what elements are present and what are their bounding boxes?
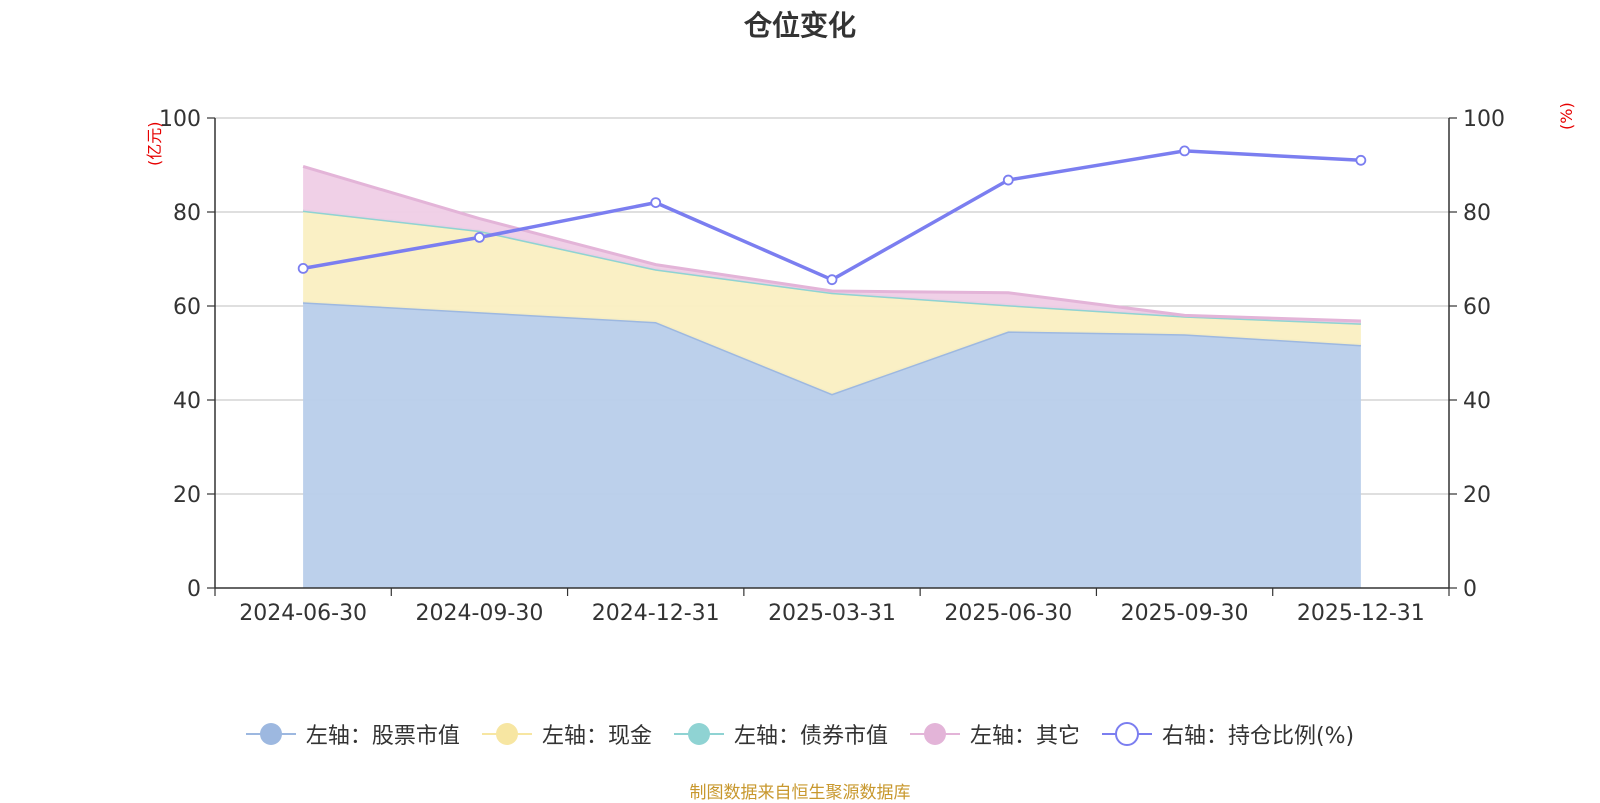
- area-series-edge-3: [302, 164, 1361, 323]
- legend-item[interactable]: 左轴：其它: [909, 718, 1080, 750]
- ratio-point: [826, 274, 838, 286]
- x-axis-tick-label: 2024-09-30: [415, 601, 543, 626]
- ratio-point: [1002, 174, 1014, 186]
- legend-label: 左轴：现金: [541, 724, 652, 749]
- legend-label: 左轴：股票市值: [305, 724, 460, 749]
- x-axis-tick-label: 2025-12-31: [1297, 601, 1425, 626]
- right-axis-tick-label: 40: [1463, 389, 1491, 414]
- legend-label: 右轴：持仓比例(%): [1161, 724, 1355, 749]
- x-axis-tick-label: 2025-06-30: [944, 601, 1072, 626]
- right-axis-unit: (%): [1557, 102, 1576, 130]
- left-axis-tick-label: 0: [187, 577, 201, 602]
- right-axis-tick-label: 60: [1463, 295, 1491, 320]
- x-axis-tick-label: 2025-09-30: [1121, 601, 1249, 626]
- legend-label: 左轴：其它: [969, 724, 1080, 749]
- legend-label: 左轴：债券市值: [733, 724, 888, 749]
- chart-title: 仓位变化: [743, 9, 856, 42]
- ratio-point: [474, 231, 485, 243]
- legend-area-marker-icon: [481, 723, 532, 745]
- x-axis-tick-label: 2024-06-30: [239, 601, 367, 626]
- left-axis-tick-label: 100: [159, 107, 201, 132]
- ratio-point: [1179, 145, 1190, 157]
- stacked-areas: [302, 164, 1361, 588]
- left-axis-unit: (亿元): [145, 122, 164, 167]
- ratio-line: [297, 145, 1367, 286]
- legend-item[interactable]: 左轴：股票市值: [245, 718, 460, 750]
- legend-area-marker-icon: [245, 723, 296, 745]
- legend: 左轴：股票市值 左轴：现金 左轴：债券市值 左轴：其它 右轴：持仓比例(%): [0, 718, 1600, 750]
- area-series-1: [303, 210, 1361, 394]
- right-axis-tick-label: 20: [1463, 483, 1491, 508]
- area-series-0: [303, 302, 1361, 588]
- left-axis-tick-label: 40: [173, 389, 201, 414]
- right-axis-tick-label: 0: [1463, 577, 1477, 602]
- x-axis-tick-label: 2025-03-31: [768, 601, 896, 626]
- ratio-point: [650, 197, 662, 209]
- legend-area-marker-icon: [909, 723, 960, 745]
- right-axis-tick-label: 100: [1463, 107, 1505, 132]
- x-axis-tick-label: 2024-12-31: [592, 601, 720, 626]
- left-axis-tick-label: 80: [173, 201, 201, 226]
- ratio-point: [297, 262, 309, 274]
- data-source-note: 制图数据来自恒生聚源数据库: [689, 783, 911, 803]
- legend-line-marker-icon: [1101, 722, 1152, 746]
- legend-item[interactable]: 左轴：债券市值: [673, 718, 888, 750]
- legend-item[interactable]: 右轴：持仓比例(%): [1101, 718, 1355, 750]
- right-axis-tick-label: 80: [1463, 201, 1491, 226]
- left-axis-tick-label: 60: [173, 295, 201, 320]
- left-axis-tick-label: 20: [173, 483, 201, 508]
- ratio-point: [1355, 154, 1367, 166]
- legend-area-marker-icon: [673, 723, 724, 745]
- legend-item[interactable]: 左轴：现金: [481, 718, 652, 750]
- axes: 0 20 40 60 80 100 0 20 40 60 80 100 2024-06-30 2024-0…: [159, 107, 1505, 626]
